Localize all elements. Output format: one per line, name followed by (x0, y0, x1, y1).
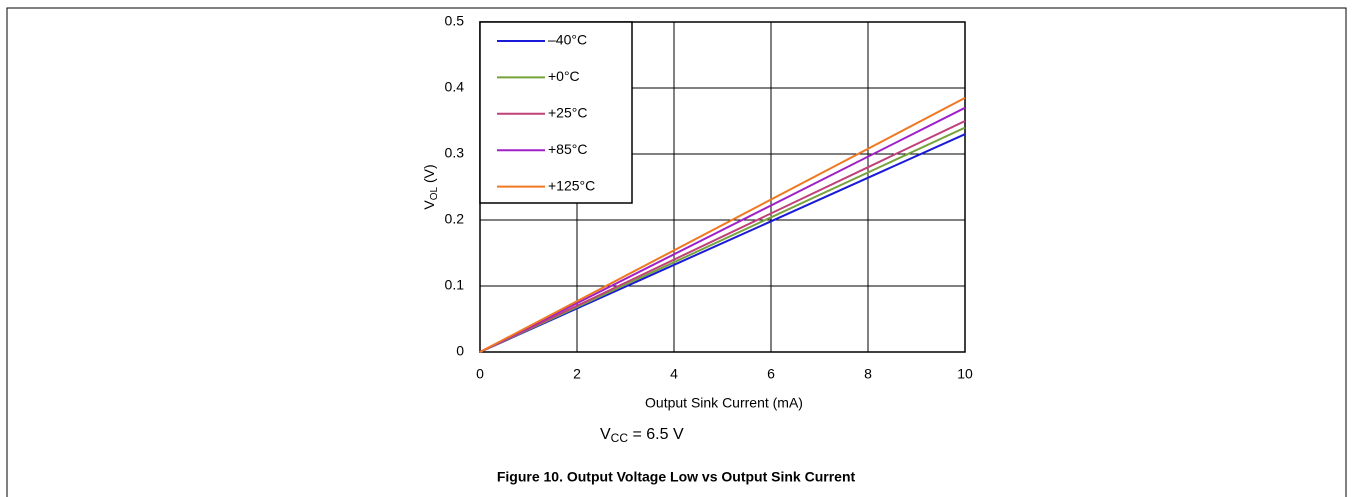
x-axis-label: Output Sink Current (mA) (645, 395, 803, 411)
legend-box (479, 21, 633, 204)
x-tick-label: 0 (476, 366, 484, 382)
annotation-sub: CC (611, 431, 629, 445)
y-tick-label: 0.1 (445, 277, 465, 293)
x-tick-label: 6 (767, 366, 775, 382)
line (479, 120, 966, 353)
y-tick-label: 0.5 (445, 13, 465, 29)
y-tick-label: 0.4 (445, 79, 465, 95)
annotation-main: V (600, 426, 611, 443)
y-label-sub: OL (429, 187, 440, 201)
y-tick-label: 0.3 (445, 145, 465, 161)
y-tick-label: 0.2 (445, 211, 465, 227)
frame (6, 7, 1347, 497)
line (479, 97, 966, 353)
y-label-main: V (421, 200, 437, 210)
annotation: VCC = 6.5 V (600, 426, 684, 445)
legend-label: +0°C (548, 68, 580, 84)
y-tick-label: 0 (456, 343, 464, 359)
legend-label: –40°C (548, 32, 587, 48)
legend-label: +25°C (548, 105, 587, 121)
caption: Figure 10. Output Voltage Low vs Output … (497, 469, 856, 485)
line (479, 106, 966, 353)
y-label-rest: (V) (421, 164, 437, 187)
x-tick-label: 8 (864, 366, 872, 382)
x-tick-label: 4 (670, 366, 678, 382)
x-tick-label: 2 (573, 366, 581, 382)
annotation-rest: = 6.5 V (628, 426, 684, 443)
y-axis-label: VOL (V) (421, 164, 440, 209)
legend-label: +85°C (548, 141, 587, 157)
x-tick-label: 10 (957, 366, 973, 382)
legend-label: +125°C (548, 177, 595, 193)
